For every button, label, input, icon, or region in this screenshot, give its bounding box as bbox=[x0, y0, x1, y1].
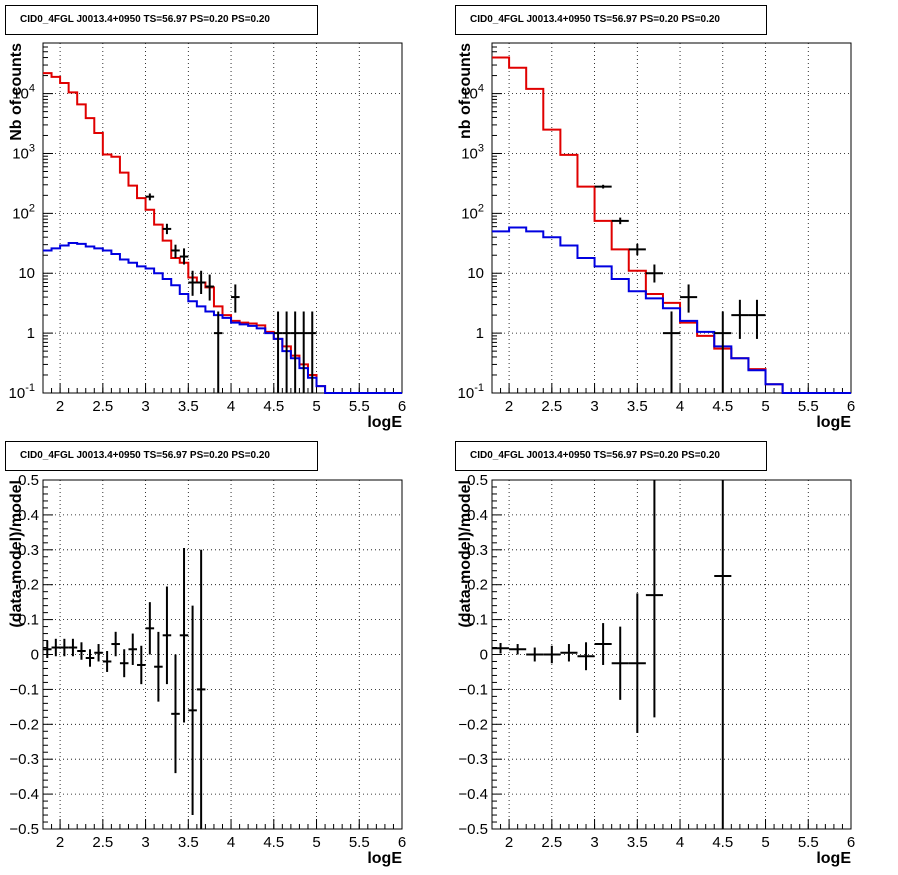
x-tick-label: 2.5 bbox=[92, 834, 113, 851]
x-tick-label: 2 bbox=[56, 398, 64, 415]
y-tick-label: 0.2 bbox=[467, 577, 488, 594]
x-tick-label: 2 bbox=[505, 834, 513, 851]
x-tick-label: 5 bbox=[312, 834, 320, 851]
y-tick-label: −0.1 bbox=[9, 681, 39, 698]
y-tick-label: 103 bbox=[461, 142, 484, 162]
x-tick-label: 4 bbox=[676, 398, 684, 415]
y-tick-label: 0.5 bbox=[467, 472, 488, 489]
x-tick-label: 4.5 bbox=[263, 398, 284, 415]
x-tick-label: 4 bbox=[676, 834, 684, 851]
y-tick-label: 1 bbox=[27, 325, 35, 342]
y-tick-label: 102 bbox=[12, 202, 35, 222]
y-tick-label: 0.4 bbox=[18, 507, 39, 524]
y-tick-label: 0 bbox=[31, 647, 39, 664]
x-tick-label: 6 bbox=[847, 398, 855, 415]
y-tick-label: 0.3 bbox=[18, 542, 39, 559]
x-tick-label: 2 bbox=[505, 398, 513, 415]
x-tick-label: 5 bbox=[312, 398, 320, 415]
y-tick-label: 0.3 bbox=[467, 542, 488, 559]
chart-title-bottom-left: CID0_4FGL J0013.4+0950 TS=56.97 PS=0.20 … bbox=[5, 441, 318, 471]
x-tick-label: 5.5 bbox=[349, 834, 370, 851]
x-tick-label: 5.5 bbox=[798, 834, 819, 851]
x-tick-label: 3 bbox=[590, 398, 598, 415]
y-tick-label: −0.2 bbox=[458, 716, 488, 733]
y-tick-label: −0.4 bbox=[458, 786, 488, 803]
plot-frame bbox=[491, 42, 852, 394]
plot-frame bbox=[491, 479, 852, 830]
y-tick-label: 10 bbox=[18, 265, 35, 282]
y-tick-label: 0.4 bbox=[467, 507, 488, 524]
y-tick-label: 0.2 bbox=[18, 577, 39, 594]
x-tick-label: 6 bbox=[398, 398, 406, 415]
chart-title-bottom-right: CID0_4FGL J0013.4+0950 TS=56.97 PS=0.20 … bbox=[455, 441, 767, 471]
y-tick-label: 1 bbox=[476, 325, 484, 342]
x-axis-label: logE bbox=[367, 850, 402, 867]
x-tick-label: 3 bbox=[590, 834, 598, 851]
y-tick-label: 103 bbox=[12, 142, 35, 162]
x-tick-label: 3.5 bbox=[178, 834, 199, 851]
x-tick-label: 4.5 bbox=[712, 398, 733, 415]
y-tick-label: 102 bbox=[461, 202, 484, 222]
x-tick-label: 3 bbox=[141, 398, 149, 415]
x-tick-label: 2.5 bbox=[92, 398, 113, 415]
x-tick-label: 3.5 bbox=[627, 834, 648, 851]
y-axis-label: (data-model)/model bbox=[8, 480, 25, 628]
y-tick-label: 0.1 bbox=[467, 612, 488, 629]
x-tick-label: 4.5 bbox=[712, 834, 733, 851]
chart-title-top-right: CID0_4FGL J0013.4+0950 TS=56.97 PS=0.20 … bbox=[455, 5, 767, 35]
y-tick-label: 10 bbox=[467, 265, 484, 282]
model-histogram-component bbox=[492, 226, 851, 394]
plot-frame bbox=[42, 479, 403, 830]
x-tick-label: 2.5 bbox=[541, 834, 562, 851]
x-tick-label: 3 bbox=[141, 834, 149, 851]
x-tick-label: 4.5 bbox=[263, 834, 284, 851]
y-tick-label: 0.5 bbox=[18, 472, 39, 489]
y-tick-label: 104 bbox=[12, 83, 35, 103]
y-tick-label: 0 bbox=[480, 647, 488, 664]
x-tick-label: 6 bbox=[847, 834, 855, 851]
chart-title-top-left: CID0_4FGL J0013.4+0950 TS=56.97 PS=0.20 … bbox=[5, 5, 318, 35]
y-tick-label: −0.3 bbox=[458, 751, 488, 768]
y-tick-label: −0.1 bbox=[458, 681, 488, 698]
model-histogram-total bbox=[43, 72, 402, 394]
y-tick-label: −0.5 bbox=[458, 821, 488, 838]
plot-frame bbox=[42, 42, 403, 394]
y-tick-label: 0.1 bbox=[18, 612, 39, 629]
y-tick-label: 10-1 bbox=[458, 382, 484, 402]
x-tick-label: 6 bbox=[398, 834, 406, 851]
x-tick-label: 5 bbox=[761, 398, 769, 415]
x-tick-label: 3.5 bbox=[627, 398, 648, 415]
x-axis-label: logE bbox=[816, 850, 851, 867]
y-tick-label: 104 bbox=[461, 83, 484, 103]
y-axis-label: (data-model)/model bbox=[457, 480, 474, 628]
x-tick-label: 4 bbox=[227, 398, 235, 415]
y-tick-label: −0.4 bbox=[9, 786, 39, 803]
y-tick-label: 10-1 bbox=[9, 382, 35, 402]
model-histogram-component bbox=[43, 241, 402, 394]
x-tick-label: 2 bbox=[56, 834, 64, 851]
x-tick-label: 5.5 bbox=[798, 398, 819, 415]
y-axis-label: nb of counts bbox=[457, 43, 474, 139]
x-tick-label: 4 bbox=[227, 834, 235, 851]
x-tick-label: 5 bbox=[761, 834, 769, 851]
x-axis-label: logE bbox=[367, 414, 402, 431]
x-tick-label: 2.5 bbox=[541, 398, 562, 415]
x-axis-label: logE bbox=[816, 414, 851, 431]
y-tick-label: −0.2 bbox=[9, 716, 39, 733]
y-axis-label: Nb of counts bbox=[8, 43, 25, 141]
y-tick-label: −0.5 bbox=[9, 821, 39, 838]
model-histogram-total bbox=[492, 56, 851, 394]
x-tick-label: 5.5 bbox=[349, 398, 370, 415]
x-tick-label: 3.5 bbox=[178, 398, 199, 415]
y-tick-label: −0.3 bbox=[9, 751, 39, 768]
